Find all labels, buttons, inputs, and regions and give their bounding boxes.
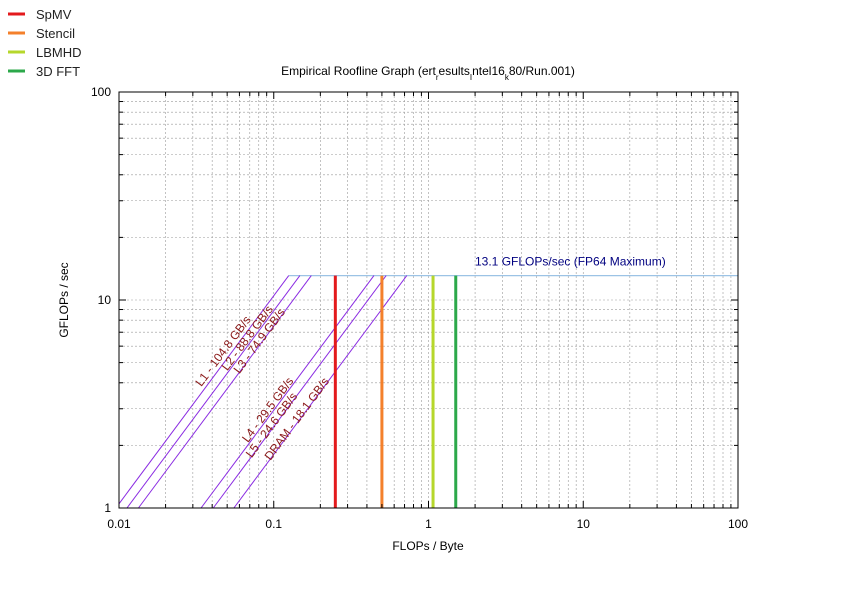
peak-label: 13.1 GFLOPs/sec (FP64 Maximum) — [475, 255, 666, 269]
roof-labels: 13.1 GFLOPs/sec (FP64 Maximum)L1 - 104.8… — [192, 255, 665, 463]
y-tick-label: 100 — [91, 85, 111, 99]
grid — [119, 92, 738, 508]
title-subscript: I — [470, 73, 472, 82]
legend-label: SpMV — [36, 7, 72, 22]
title-part: Empirical Roofline Graph (ert — [281, 64, 436, 78]
x-tick-label: 100 — [728, 517, 748, 531]
legend-label: Stencil — [36, 26, 75, 41]
bandwidth-roof-line — [212, 275, 387, 509]
bandwidth-roof-line — [118, 275, 290, 505]
y-tick-label: 1 — [104, 501, 111, 515]
bandwidth-roof-line — [138, 275, 312, 509]
kernel-lines — [333, 275, 458, 508]
x-tick-label: 0.01 — [107, 517, 131, 531]
title-part: ntel16 — [472, 64, 505, 78]
axis-ticks: 0.01 0.1 1 10 100 1 10 100 — [91, 85, 748, 531]
legend-label: 3D FFT — [36, 64, 80, 79]
roof-lines — [118, 275, 738, 509]
x-axis-label: FLOPs / Byte — [392, 539, 464, 553]
title-subscript: k — [505, 73, 510, 82]
legend-label: LBMHD — [36, 45, 82, 60]
bandwidth-roof-line — [200, 275, 375, 509]
x-tick-label: 1 — [425, 517, 432, 531]
y-tick-label: 10 — [98, 293, 112, 307]
title-part: esults — [439, 64, 470, 78]
y-axis-label: GFLOPs / sec — [57, 262, 71, 337]
bandwidth-roof-line — [233, 275, 408, 509]
title-subscript: r — [436, 73, 439, 82]
title-part: 80/Run.001) — [509, 64, 575, 78]
x-tick-label: 0.1 — [265, 517, 282, 531]
bandwidth-roof-line — [126, 275, 301, 509]
chart-title: Empirical Roofline Graph (ertresultsInte… — [281, 64, 575, 82]
legend: SpMV Stencil LBMHD 3D FFT — [8, 7, 82, 79]
x-tick-label: 10 — [577, 517, 591, 531]
